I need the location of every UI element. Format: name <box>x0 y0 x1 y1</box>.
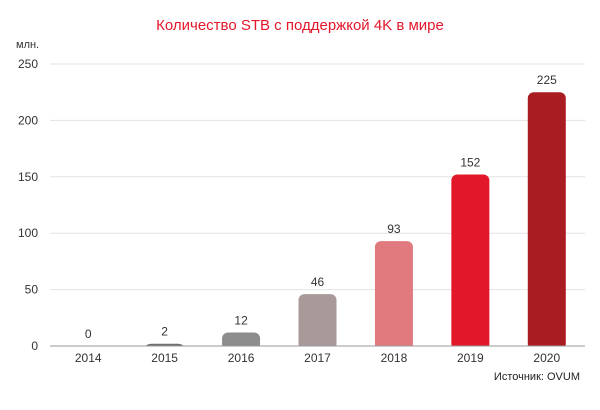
y-tick-label: 200 <box>18 113 38 127</box>
data-label-2017: 46 <box>311 275 325 289</box>
x-tick-label-2015: 2015 <box>151 351 178 365</box>
y-tick-label: 0 <box>31 339 38 353</box>
x-tick-label-2018: 2018 <box>381 351 408 365</box>
y-tick-label: 100 <box>18 226 38 240</box>
x-tick-label-2020: 2020 <box>533 351 560 365</box>
data-label-2014: 0 <box>85 327 92 341</box>
data-label-2020: 225 <box>537 73 557 87</box>
y-tick-label: 50 <box>25 283 39 297</box>
x-tick-label-2019: 2019 <box>457 351 484 365</box>
x-tick-label-2016: 2016 <box>228 351 255 365</box>
data-label-2019: 152 <box>460 156 480 170</box>
y-axis-ticks: 0 50 100 150 200 250 <box>18 57 38 353</box>
y-tick-label: 150 <box>18 170 38 184</box>
data-label-2015: 2 <box>161 325 168 339</box>
bar-2019 <box>451 174 490 350</box>
bars <box>50 92 585 353</box>
data-label-2018: 93 <box>387 222 401 236</box>
source-note: Источник: OVUM <box>493 371 580 383</box>
x-tick-label-2017: 2017 <box>304 351 331 365</box>
data-labels: 0 2 12 46 93 152 225 <box>85 73 557 341</box>
x-tick-label-2014: 2014 <box>75 351 102 365</box>
axis-baseline-mask <box>50 346 585 353</box>
chart-title: Количество STB с поддержкой 4K в мире <box>156 17 444 34</box>
x-axis-ticks: 2014 2015 2016 2017 2018 2019 2020 <box>75 351 561 365</box>
bar-2020 <box>527 92 566 350</box>
y-axis-unit-label: млн. <box>16 39 40 51</box>
bar-2018 <box>374 241 413 350</box>
y-tick-label: 250 <box>18 57 38 71</box>
bar-2017 <box>298 294 337 350</box>
data-label-2016: 12 <box>234 313 248 327</box>
